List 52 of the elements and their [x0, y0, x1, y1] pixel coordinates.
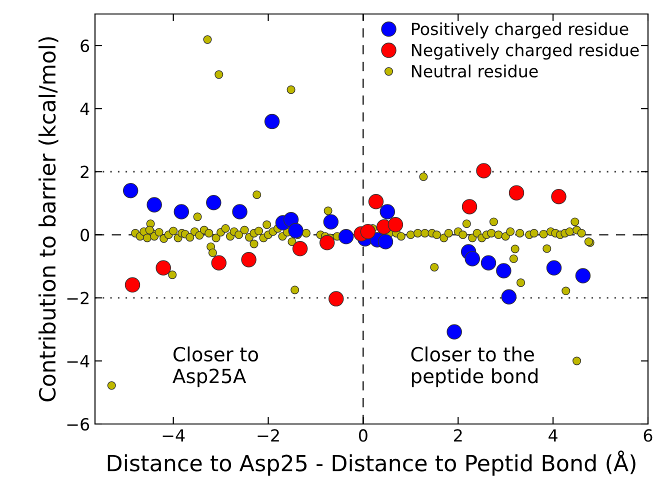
x-tick-label: 0 — [358, 429, 368, 442]
y-tick-label: −6 — [67, 418, 90, 431]
point — [241, 252, 256, 268]
y-tick-label: 0 — [80, 228, 90, 242]
point — [575, 268, 591, 284]
point — [211, 255, 227, 270]
annotation: Closer to Asp25A — [172, 346, 258, 388]
legend-label: Neutral residue — [412, 64, 538, 78]
point — [288, 223, 304, 238]
point — [378, 234, 394, 250]
point — [368, 194, 384, 210]
point — [174, 204, 190, 220]
point — [380, 204, 396, 220]
point — [146, 197, 162, 212]
annotation: Closer to the peptide bond — [411, 346, 538, 388]
point — [122, 182, 138, 198]
x-tick-label: 6 — [644, 429, 652, 442]
point — [338, 229, 354, 244]
point — [462, 199, 478, 214]
point — [206, 194, 222, 210]
point — [328, 291, 344, 306]
x-axis-title: Distance to Asp25 - Distance to Peptid Bond (Å) — [108, 450, 636, 476]
point — [156, 260, 171, 276]
legend-label: Positively charged residue — [412, 22, 628, 38]
point — [496, 263, 512, 278]
point — [360, 224, 376, 240]
y-tick-label: 6 — [80, 40, 90, 52]
point — [292, 241, 308, 256]
point — [501, 289, 517, 305]
point — [546, 260, 562, 276]
legend-label: Negatively charged residue — [412, 43, 639, 60]
point — [464, 251, 480, 266]
point — [551, 188, 566, 204]
point — [232, 204, 248, 220]
point — [264, 114, 280, 130]
x-tick-label: 2 — [454, 429, 462, 442]
point — [446, 324, 462, 340]
y-tick-label: 2 — [80, 166, 88, 178]
x-tick-label: 4 — [548, 429, 558, 442]
point — [508, 185, 524, 200]
point — [480, 255, 496, 270]
y-axis-title: Contribution to barrier (kcal/mol) — [38, 37, 58, 402]
point — [319, 235, 335, 250]
y-tick-label: −2 — [67, 292, 88, 304]
x-tick-label: −4 — [162, 429, 185, 442]
x-tick-label: −2 — [258, 429, 279, 442]
point — [124, 277, 140, 293]
point — [388, 217, 404, 232]
point — [323, 214, 339, 230]
y-tick-label: 4 — [80, 102, 90, 115]
point — [476, 163, 492, 178]
y-tick-label: −4 — [67, 355, 90, 368]
